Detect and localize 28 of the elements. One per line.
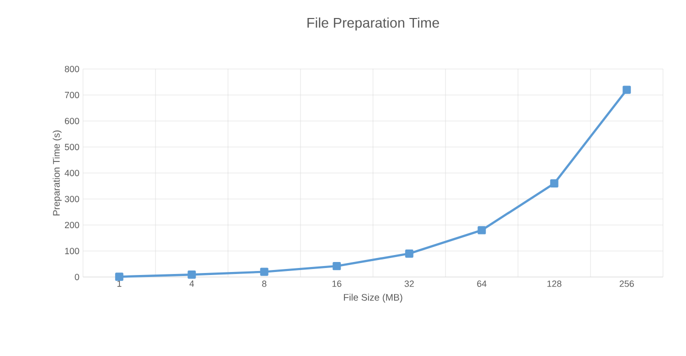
chart-title: File Preparation Time xyxy=(308,17,440,31)
x-tick-label: 4 xyxy=(189,280,194,287)
point xyxy=(188,270,196,279)
y-tick-label: 0 xyxy=(74,274,80,280)
point xyxy=(550,179,558,188)
y-axis-title: Preparation Time (s) xyxy=(52,130,62,216)
x-tick-label: 64 xyxy=(477,280,486,287)
x-tick-label: 128 xyxy=(547,280,562,287)
y-tick-label: 500 xyxy=(64,144,80,150)
y-tick-label: 600 xyxy=(64,118,80,124)
point xyxy=(478,226,486,234)
point xyxy=(260,268,268,276)
x-tick-label: 8 xyxy=(262,280,266,287)
x-tick-label: 16 xyxy=(332,280,342,287)
point xyxy=(115,272,124,281)
x-tick-label: 1 xyxy=(117,280,122,287)
x-tick-label: 32 xyxy=(404,280,414,287)
y-tick-label: 300 xyxy=(64,196,80,202)
x-axis-title: File Size (MB) xyxy=(344,294,402,303)
point xyxy=(405,250,414,258)
y-tick-label: 400 xyxy=(64,170,80,176)
point xyxy=(622,86,631,94)
y-tick-label: 100 xyxy=(65,248,80,254)
point xyxy=(332,262,341,270)
y-tick-label: 700 xyxy=(64,92,80,98)
x-tick-label: 256 xyxy=(620,280,634,287)
y-tick-label: 800 xyxy=(64,66,80,72)
y-tick-label: 200 xyxy=(64,222,80,228)
